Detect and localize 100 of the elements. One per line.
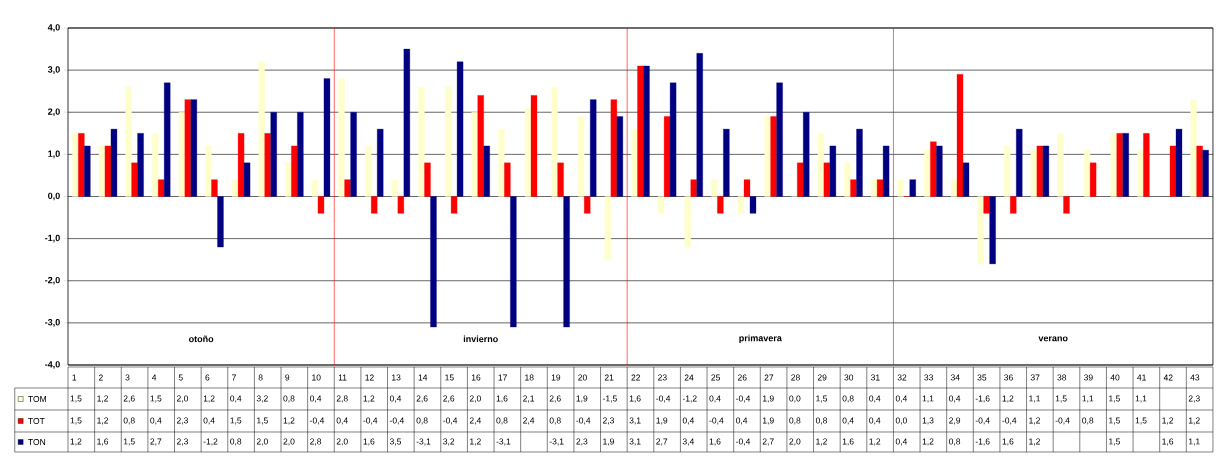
bar	[737, 196, 745, 214]
bar	[158, 179, 165, 197]
bar	[749, 196, 757, 214]
x-tick-label: 35	[977, 374, 987, 381]
x-tick-label: 11	[338, 374, 347, 381]
bar	[205, 145, 212, 197]
data-label: 2,4	[523, 417, 535, 425]
bar	[1122, 133, 1129, 197]
bar	[285, 162, 292, 197]
bar	[776, 82, 783, 197]
bar	[684, 196, 691, 248]
x-tick-label: 20	[578, 374, 587, 381]
data-label: 1,6	[363, 438, 375, 446]
data-label: 1,6	[629, 395, 641, 403]
data-label: -0,4	[709, 417, 724, 425]
data-label: 1,5	[1109, 417, 1120, 425]
data-label: 1,6	[496, 395, 508, 403]
data-label: 0,8	[230, 438, 242, 446]
bar	[1057, 133, 1064, 197]
bar	[1175, 128, 1183, 197]
bar	[876, 179, 884, 197]
bar	[264, 133, 271, 197]
bar	[604, 196, 611, 260]
data-label: 0,0	[895, 417, 907, 425]
data-label: 0,8	[789, 417, 801, 425]
data-label: 1,9	[603, 438, 614, 446]
y-tick-label: -1,0	[45, 234, 60, 243]
data-label: 1,2	[1162, 417, 1174, 425]
x-tick-label: 33	[924, 374, 933, 381]
bar	[178, 112, 185, 197]
data-label: 0,8	[815, 417, 828, 425]
data-label: -0,4	[656, 395, 671, 403]
bar	[690, 179, 697, 197]
bar	[1089, 162, 1097, 197]
data-label: -1,6	[975, 395, 990, 403]
data-label: 0,4	[709, 395, 721, 403]
bar	[817, 133, 825, 197]
y-tick-label: 0,0	[48, 192, 60, 201]
bar	[930, 141, 937, 197]
data-label: 0,4	[682, 417, 695, 425]
data-label: 1,9	[576, 395, 588, 403]
x-tick-label: 32	[897, 374, 907, 381]
data-label: 0,4	[336, 417, 348, 425]
x-tick-label: 37	[1030, 374, 1040, 381]
bar	[803, 112, 810, 197]
x-tick-label: 14	[418, 374, 428, 381]
bar	[551, 86, 558, 197]
bar	[1042, 145, 1050, 197]
data-label: 3,1	[629, 417, 641, 425]
data-label: 1,5	[1055, 395, 1067, 403]
y-tick-label: 4,0	[47, 24, 60, 32]
data-label: 1,6	[97, 438, 109, 446]
bar	[297, 112, 304, 197]
x-tick-label: 27	[764, 374, 774, 381]
bar	[1004, 145, 1011, 197]
bar	[1063, 196, 1070, 214]
data-label: 2,4	[469, 417, 482, 425]
data-label: -0,4	[443, 417, 458, 425]
data-label: 1,2	[922, 438, 934, 446]
bar	[483, 145, 490, 197]
data-label: -0,4	[1055, 417, 1070, 425]
data-label: 1,5	[70, 417, 82, 425]
data-label: 0,8	[283, 395, 295, 403]
x-tick-label: 18	[525, 374, 534, 381]
bar	[557, 162, 564, 197]
data-label: -0,4	[310, 417, 325, 425]
y-tick-label: 1,0	[48, 150, 60, 159]
data-label: 2,0	[283, 438, 295, 446]
x-tick-label: 12	[365, 374, 374, 381]
x-tick-label: 40	[1110, 374, 1120, 381]
bar	[663, 116, 671, 197]
x-tick-label: 25	[711, 374, 721, 381]
bar	[850, 179, 857, 197]
data-label: 0,4	[869, 417, 881, 425]
data-label: -0,4	[576, 417, 591, 425]
bar	[164, 82, 171, 197]
data-label: 3,5	[389, 438, 402, 446]
x-tick-label: 41	[1137, 374, 1146, 381]
bar	[637, 65, 644, 197]
bar	[424, 162, 431, 197]
bar	[231, 179, 239, 197]
bar	[1202, 150, 1209, 197]
bar	[909, 179, 916, 197]
data-label: 0,4	[869, 395, 881, 403]
data-label: -0,4	[1002, 417, 1017, 425]
bar	[764, 116, 771, 197]
data-label: 1,2	[1188, 417, 1200, 425]
data-label: 1,2	[1029, 438, 1040, 446]
bar	[137, 133, 144, 197]
data-label: 1,9	[656, 417, 668, 425]
data-label: 1,9	[762, 395, 774, 403]
bar	[1116, 133, 1123, 197]
bar	[471, 112, 478, 197]
bar	[770, 116, 777, 197]
x-tick-label: 16	[471, 374, 481, 381]
bar	[844, 162, 851, 197]
bar	[950, 179, 958, 197]
bar	[456, 61, 464, 197]
x-tick-label: 30	[844, 374, 854, 381]
legend-label: TOT	[28, 417, 45, 424]
